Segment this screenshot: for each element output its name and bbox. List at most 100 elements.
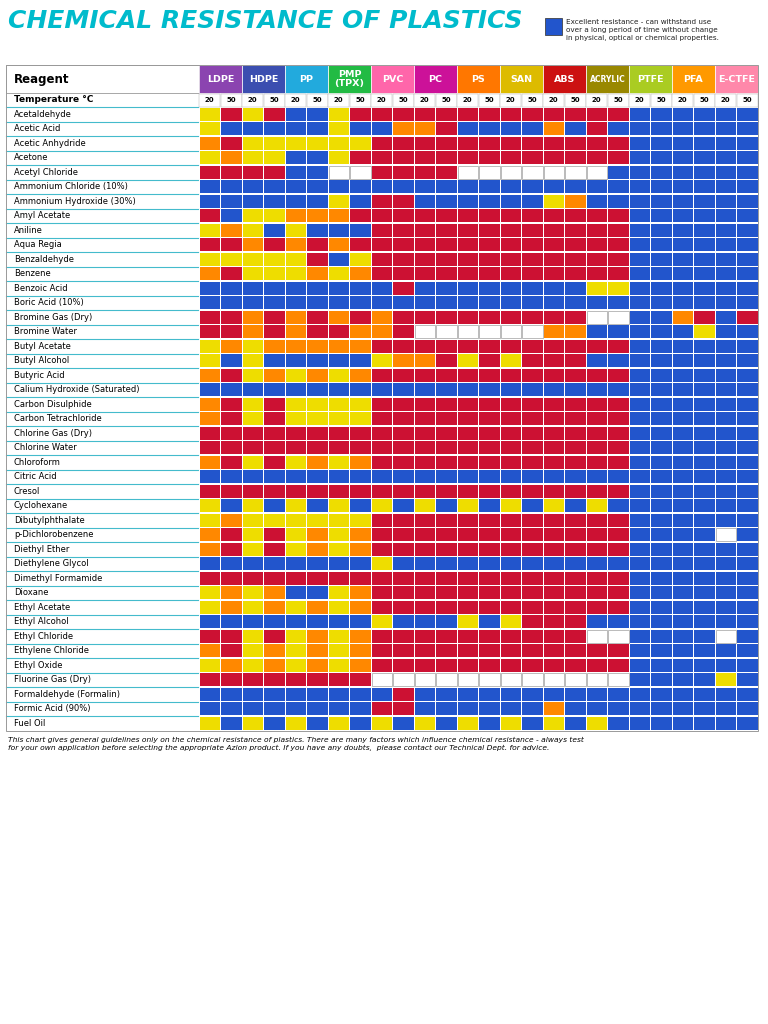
Bar — [393, 427, 413, 439]
Bar — [544, 136, 564, 150]
Bar — [415, 600, 435, 613]
Bar — [673, 369, 693, 382]
Bar — [565, 702, 585, 716]
Bar — [264, 499, 284, 512]
Bar — [716, 717, 736, 730]
Bar — [587, 195, 607, 208]
Bar — [737, 615, 757, 629]
Bar — [522, 499, 542, 512]
Bar — [479, 93, 500, 106]
Bar — [436, 600, 456, 613]
Bar — [221, 195, 241, 208]
Text: Fluorine Gas (Dry): Fluorine Gas (Dry) — [14, 675, 91, 684]
Bar — [200, 557, 220, 570]
Bar — [436, 354, 456, 368]
Bar — [737, 441, 757, 455]
Bar — [458, 151, 478, 164]
Bar — [694, 543, 714, 556]
Bar — [221, 136, 241, 150]
Bar — [651, 441, 671, 455]
Bar — [221, 296, 241, 309]
Bar — [737, 325, 757, 338]
Bar — [630, 180, 650, 194]
Bar — [372, 717, 392, 730]
Bar — [630, 484, 650, 498]
Bar — [565, 470, 585, 483]
Bar — [264, 397, 284, 411]
Text: PVC: PVC — [382, 75, 403, 84]
Bar — [630, 658, 650, 672]
Bar — [565, 644, 585, 657]
Bar — [501, 223, 521, 237]
Bar — [264, 427, 284, 439]
Bar — [544, 717, 564, 730]
Text: Chloroform: Chloroform — [14, 458, 61, 467]
Bar — [415, 383, 435, 396]
Bar — [716, 658, 736, 672]
Bar — [307, 397, 327, 411]
Bar — [565, 166, 585, 179]
Bar — [522, 717, 542, 730]
Bar — [221, 253, 241, 266]
Bar — [587, 427, 607, 439]
Bar — [264, 383, 284, 396]
Bar — [565, 615, 585, 629]
Bar — [286, 136, 306, 150]
Bar — [372, 658, 392, 672]
Bar — [350, 122, 370, 135]
Bar — [716, 253, 736, 266]
Bar — [501, 397, 521, 411]
Bar — [221, 325, 241, 338]
Bar — [307, 600, 327, 613]
Bar — [436, 687, 456, 700]
Bar — [587, 412, 607, 425]
Bar — [243, 108, 263, 121]
Bar — [544, 513, 564, 526]
Bar — [458, 122, 478, 135]
Bar — [544, 557, 564, 570]
Bar — [737, 296, 757, 309]
Bar — [264, 180, 284, 194]
Bar — [522, 673, 542, 686]
Bar — [221, 499, 241, 512]
Bar — [587, 122, 607, 135]
Bar — [286, 151, 306, 164]
Bar — [200, 658, 220, 672]
Bar — [522, 223, 542, 237]
Bar — [221, 557, 241, 570]
Bar — [501, 369, 521, 382]
Bar — [415, 209, 435, 222]
Bar — [200, 108, 220, 121]
Bar — [329, 456, 349, 469]
Bar — [307, 571, 327, 585]
Bar — [329, 397, 349, 411]
Bar — [608, 151, 628, 164]
Bar — [694, 383, 714, 396]
Text: PS: PS — [472, 75, 485, 84]
Bar — [501, 151, 521, 164]
Bar — [221, 108, 241, 121]
Bar — [243, 310, 263, 324]
Bar — [587, 397, 607, 411]
Bar — [307, 151, 327, 164]
Bar — [501, 325, 521, 338]
Bar — [458, 108, 478, 121]
Bar — [286, 223, 306, 237]
Bar — [544, 383, 564, 396]
Bar — [651, 528, 671, 542]
Bar — [608, 513, 628, 526]
Text: 50: 50 — [313, 97, 322, 103]
Text: Formaldehyde (Formalin): Formaldehyde (Formalin) — [14, 690, 120, 698]
Bar — [436, 166, 456, 179]
Bar — [307, 223, 327, 237]
Bar — [716, 687, 736, 700]
Bar — [479, 412, 499, 425]
Bar — [608, 412, 628, 425]
Bar — [479, 484, 499, 498]
Bar — [694, 340, 714, 353]
Bar — [522, 687, 542, 700]
Bar — [737, 195, 757, 208]
Text: Acetyl Chloride: Acetyl Chloride — [14, 168, 78, 177]
Bar — [630, 340, 650, 353]
Bar — [243, 340, 263, 353]
